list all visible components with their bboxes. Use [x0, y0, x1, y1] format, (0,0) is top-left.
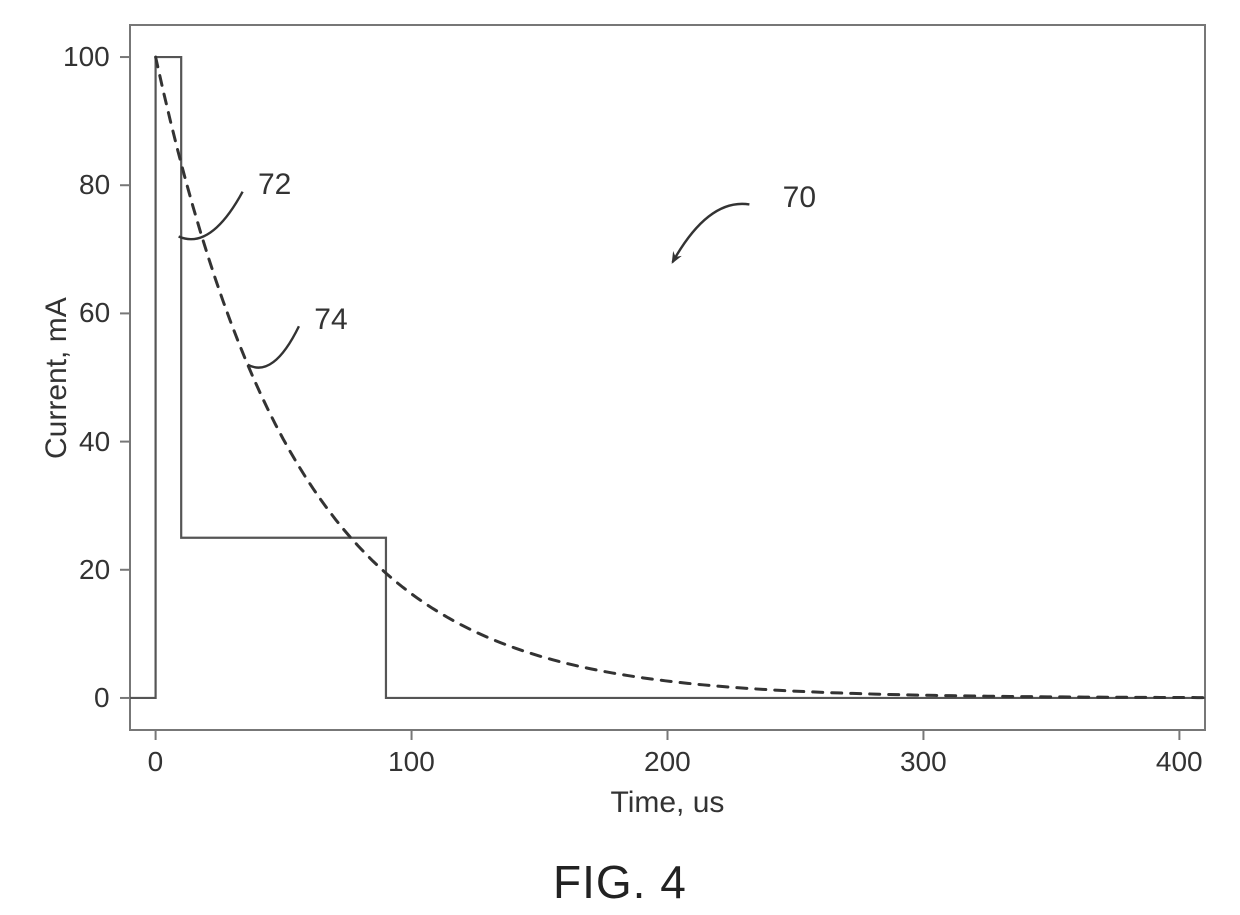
y-tick-label: 60 [79, 297, 110, 329]
x-tick-label: 300 [900, 746, 947, 778]
y-axis-label: Current, mA [40, 297, 74, 459]
y-tick-label: 20 [79, 554, 110, 586]
x-tick-label: 100 [388, 746, 435, 778]
x-tick-label: 0 [148, 746, 164, 778]
plot-border [130, 25, 1205, 730]
x-tick-label: 200 [644, 746, 691, 778]
y-tick-label: 100 [63, 41, 110, 73]
x-tick-label: 400 [1156, 746, 1203, 778]
chart-stage: 0 100 200 300 400 0 20 40 60 80 100 Time, us Current… [0, 0, 1240, 915]
y-tick-label: 0 [94, 682, 110, 714]
y-tick-label: 40 [79, 426, 110, 458]
chart-svg [0, 0, 1240, 915]
x-axis-label: Time, us [611, 786, 725, 820]
callout-70: 70 [783, 181, 816, 215]
figure-caption: FIG. 4 [553, 855, 687, 909]
y-tick-label: 80 [79, 169, 110, 201]
callout-72: 72 [258, 168, 291, 202]
callout-74: 74 [314, 303, 347, 337]
